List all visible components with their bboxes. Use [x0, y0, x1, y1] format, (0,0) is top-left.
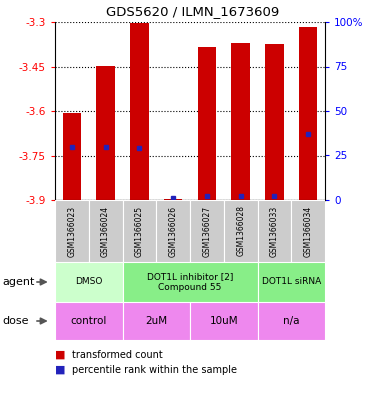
Text: GSM1366023: GSM1366023	[67, 206, 76, 257]
Text: percentile rank within the sample: percentile rank within the sample	[72, 365, 237, 375]
Text: 10uM: 10uM	[209, 316, 238, 326]
Bar	[299, 28, 317, 200]
Text: GSM1366025: GSM1366025	[135, 206, 144, 257]
Text: agent: agent	[2, 277, 34, 287]
Text: GSM1366026: GSM1366026	[169, 206, 177, 257]
Bar	[55, 200, 89, 262]
Bar	[122, 262, 258, 302]
Text: 2uM: 2uM	[145, 316, 167, 326]
Text: ■: ■	[55, 365, 65, 375]
Text: dose: dose	[2, 316, 28, 326]
Text: GSM1366028: GSM1366028	[236, 206, 245, 257]
Bar	[164, 199, 182, 200]
Bar	[258, 262, 325, 302]
Bar	[156, 200, 190, 262]
Bar	[89, 200, 122, 262]
Text: GSM1366033: GSM1366033	[270, 206, 279, 257]
Bar	[130, 23, 149, 200]
Bar	[224, 200, 258, 262]
Text: control: control	[70, 316, 107, 326]
Bar	[122, 200, 156, 262]
Bar	[291, 200, 325, 262]
Text: GSM1366027: GSM1366027	[203, 206, 211, 257]
Bar	[198, 47, 216, 200]
Bar	[190, 200, 224, 262]
Text: transformed count: transformed count	[72, 350, 163, 360]
Text: GSM1366034: GSM1366034	[304, 206, 313, 257]
Bar	[258, 302, 325, 340]
Bar	[231, 43, 250, 200]
Bar	[55, 302, 122, 340]
Text: DOT1L inhibitor [2]
Compound 55: DOT1L inhibitor [2] Compound 55	[147, 272, 233, 292]
Text: DOT1L siRNA: DOT1L siRNA	[262, 277, 321, 286]
Text: ■: ■	[55, 350, 65, 360]
Text: GDS5620 / ILMN_1673609: GDS5620 / ILMN_1673609	[106, 6, 279, 18]
Bar	[96, 66, 115, 200]
Bar	[63, 113, 81, 200]
Bar	[122, 302, 190, 340]
Bar	[55, 262, 122, 302]
Bar	[190, 302, 258, 340]
Text: GSM1366024: GSM1366024	[101, 206, 110, 257]
Bar	[258, 200, 291, 262]
Bar	[265, 44, 284, 200]
Text: DMSO: DMSO	[75, 277, 102, 286]
Text: n/a: n/a	[283, 316, 300, 326]
